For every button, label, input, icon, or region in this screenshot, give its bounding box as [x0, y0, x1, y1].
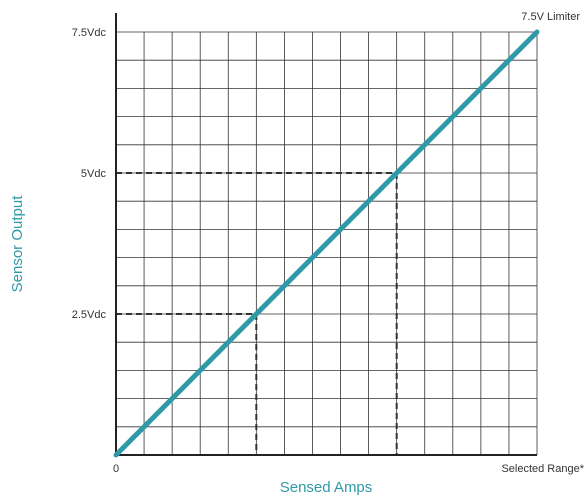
series-line: [113, 29, 540, 458]
x-tick-label-min: 0: [113, 463, 119, 475]
grid: [116, 31, 538, 455]
x-axis-title: Sensed Amps: [280, 479, 373, 496]
reference-lines: [116, 172, 398, 455]
limiter-annotation: 7.5V Limiter: [521, 11, 580, 23]
x-tick-label-max: Selected Range*: [501, 463, 584, 475]
labels: 0 Selected Range* 7.5V Limiter Sensed Am…: [9, 11, 585, 496]
axes: [115, 13, 537, 456]
y-tick-label: 7.5Vdc: [72, 27, 107, 39]
y-axis-title: Sensor Output: [9, 195, 26, 293]
y-tick-label: 5Vdc: [81, 168, 107, 180]
series-layer: [113, 29, 540, 458]
y-tick-label: 2.5Vdc: [72, 309, 107, 321]
